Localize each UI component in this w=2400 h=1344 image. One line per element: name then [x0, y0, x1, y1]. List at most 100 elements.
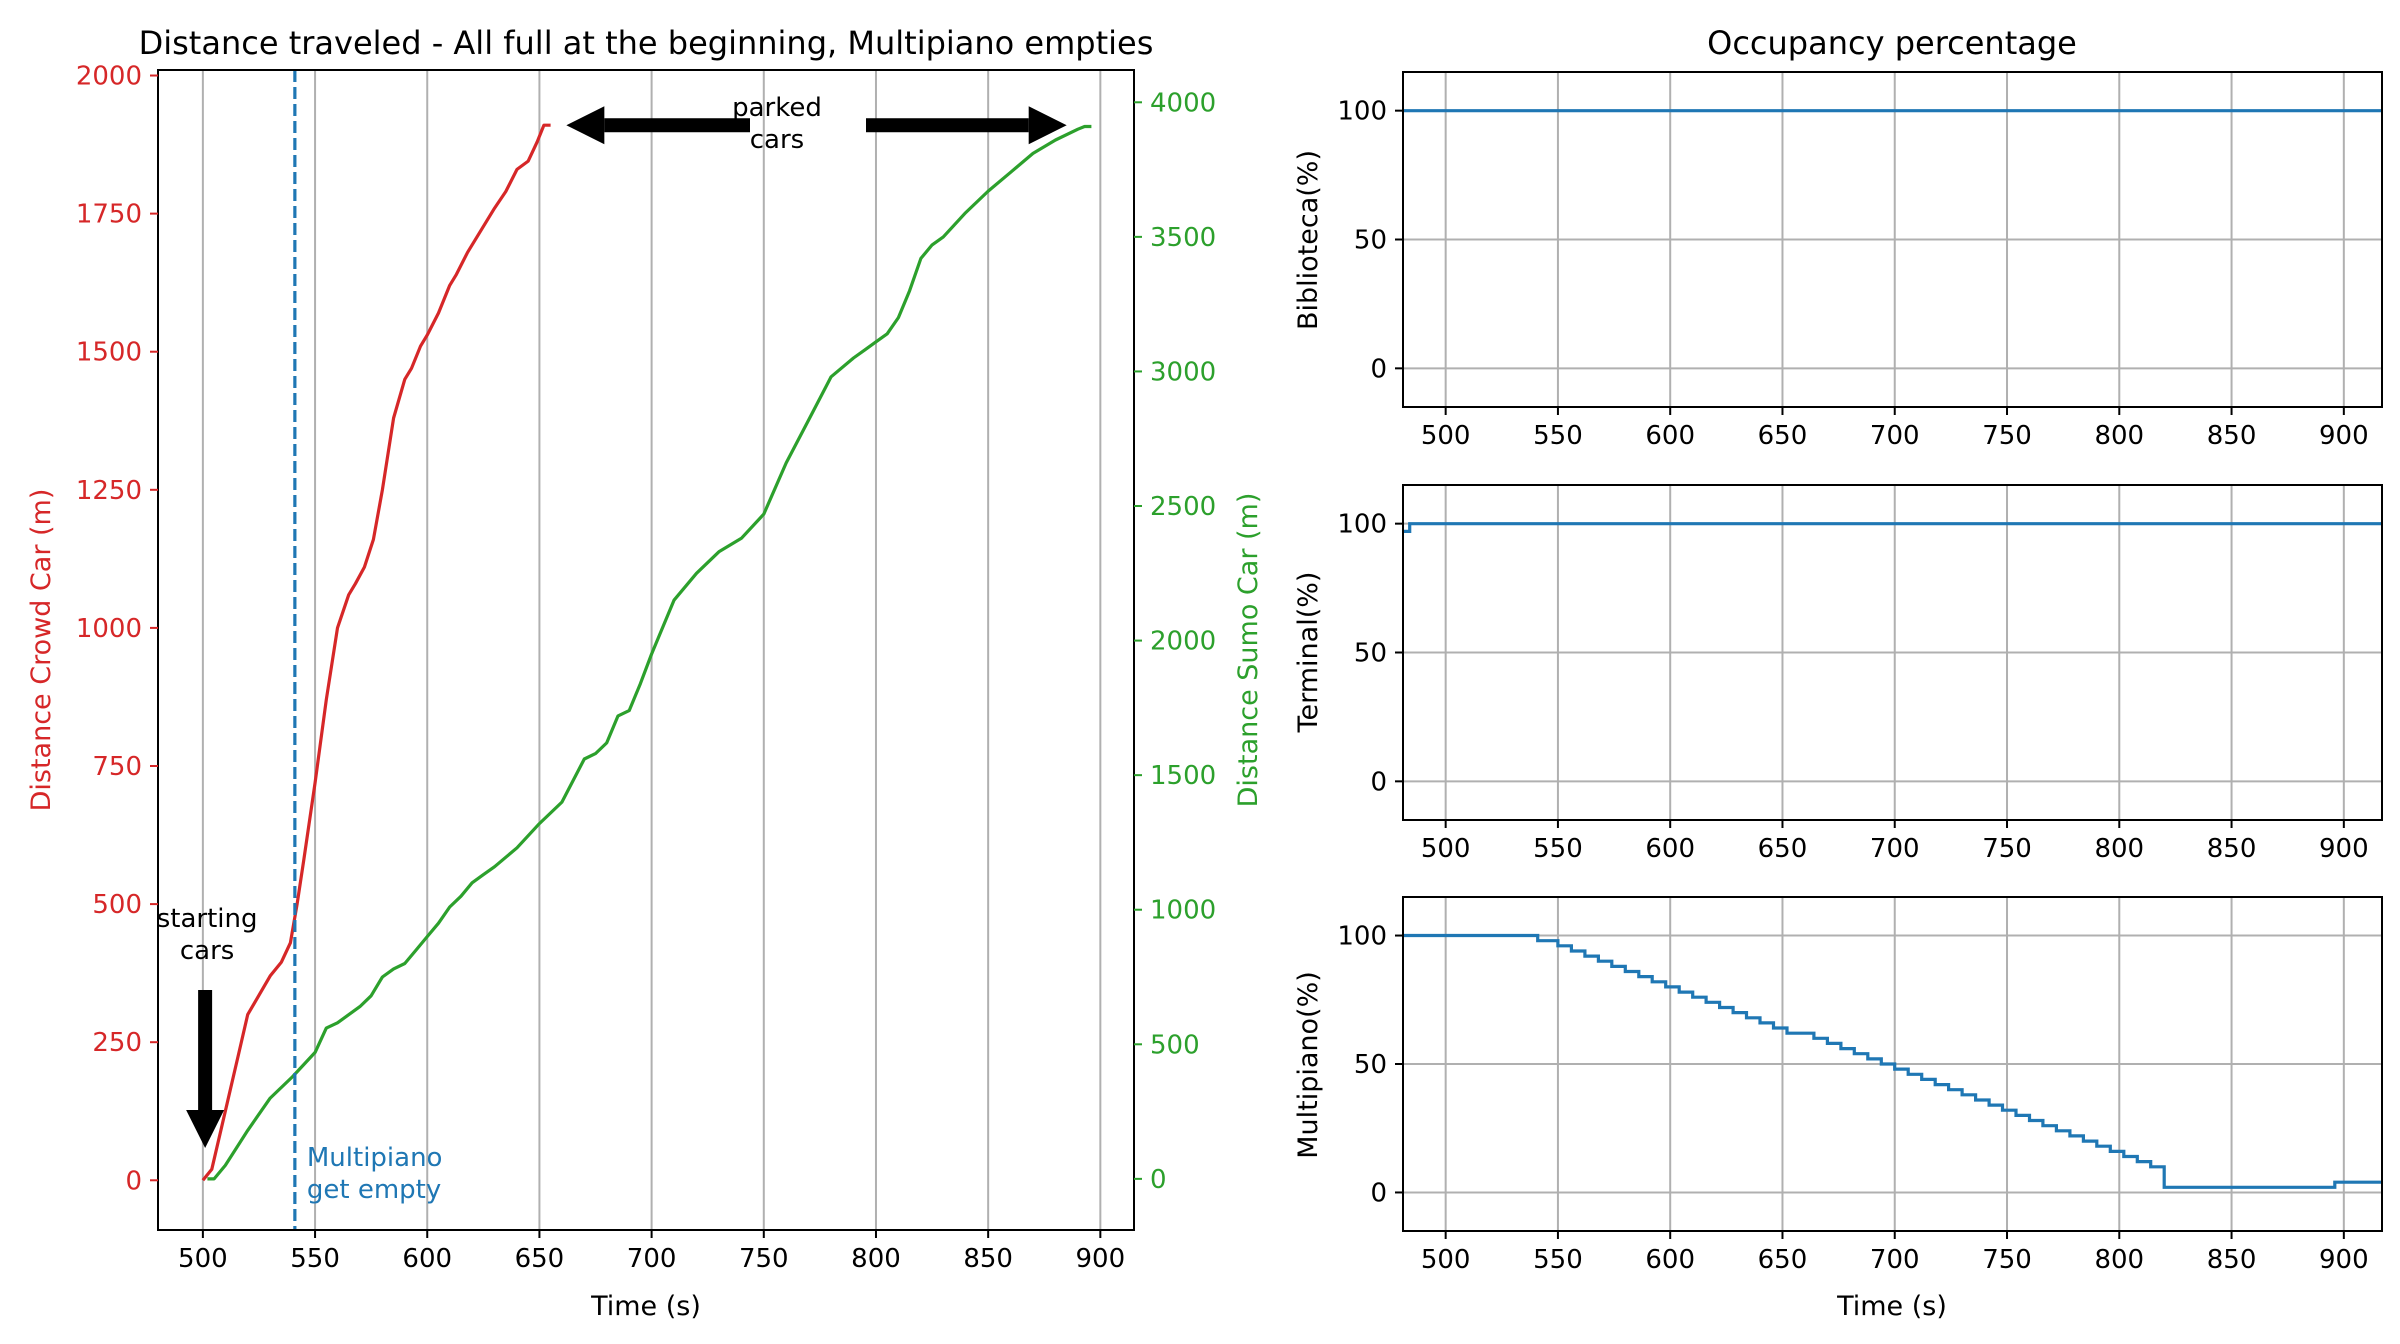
terminal-chart-y-axis: 0 50 100: [1337, 510, 1403, 797]
parked-cars-arrow-left-head: [566, 106, 605, 145]
terminal-chart-y-label: Terminal(%): [1293, 572, 1324, 734]
distance-chart-x-axis: 500 550 600 650 700 750 800 850 900: [178, 1230, 1125, 1274]
x-tick-label: 800: [2094, 421, 2144, 451]
terminal-chart: 500 550 600 650 700 750 800 850 900 0 50 100 Termi…: [1293, 484, 2383, 864]
starting-cars-label-line: cars: [180, 936, 234, 966]
distance-chart-left-label: Distance Crowd Car (m): [26, 489, 57, 812]
crowd-car-line: [201, 123, 551, 1182]
parked-cars-label-line: parked: [732, 93, 822, 123]
x-tick-label: 900: [1076, 1244, 1126, 1274]
distance-chart-right-axis: 0 500 1000 1500 2000 2500 3000 3500 4000: [1134, 88, 1216, 1195]
multipiano-chart-series: [1403, 933, 2382, 1189]
multipiano-chart-x-axis: 500 550 600 650 700 750 800 850 900: [1421, 1231, 2369, 1275]
x-tick-label: 700: [1870, 834, 1920, 864]
x-tick-label: 800: [851, 1244, 901, 1274]
right-y-tick-label: 2000: [1150, 627, 1216, 657]
x-tick-label: 600: [1645, 1245, 1695, 1275]
distance-chart-right-label: Distance Sumo Car (m): [1233, 493, 1264, 808]
biblioteca-chart-grid: [1403, 72, 2382, 407]
x-tick-label: 750: [1982, 421, 2032, 451]
x-tick-label: 750: [739, 1244, 789, 1274]
x-tick-label: 500: [1421, 834, 1471, 864]
left-y-tick-label: 0: [125, 1166, 142, 1196]
x-tick-label: 500: [178, 1244, 228, 1274]
right-y-tick-label: 0: [1150, 1165, 1167, 1195]
left-y-tick-label: 1500: [76, 338, 142, 368]
x-tick-label: 900: [2319, 1245, 2369, 1275]
x-tick-label: 600: [402, 1244, 452, 1274]
starting-cars-label-line: starting: [157, 904, 258, 934]
parked-cars-arrow-right-head: [1028, 106, 1067, 145]
distance-chart-series: [201, 123, 1092, 1182]
y-tick-label: 100: [1337, 97, 1387, 127]
left-y-tick-label: 500: [92, 890, 142, 920]
x-tick-label: 850: [2207, 421, 2257, 451]
left-y-tick-label: 1000: [76, 614, 142, 644]
x-tick-label: 650: [1758, 1245, 1808, 1275]
y-tick-label: 50: [1354, 1050, 1387, 1080]
biblioteca-chart-y-axis: 0 50 100: [1337, 97, 1403, 384]
multipiano-chart-x-label: Time (s): [1836, 1291, 1947, 1322]
y-tick-label: 50: [1354, 639, 1387, 669]
distance-chart-x-label: Time (s): [590, 1291, 701, 1322]
biblioteca-chart-y-label: Biblioteca(%): [1293, 150, 1324, 330]
terminal-chart-series: [1403, 522, 2382, 534]
x-tick-label: 850: [2207, 834, 2257, 864]
occupancy-line: [1403, 933, 2382, 1189]
biblioteca-chart: 500 550 600 650 700 750 800 850 900 0 50 100 Bibli…: [1293, 71, 2383, 451]
parked-cars-label: parked cars: [732, 93, 822, 155]
x-tick-label: 500: [1421, 1245, 1471, 1275]
x-tick-label: 700: [1870, 1245, 1920, 1275]
distance-chart: Distance traveled - All full at the begi…: [26, 24, 1264, 1322]
multipiano-chart-y-label: Multipiano(%): [1293, 971, 1324, 1159]
terminal-chart-x-axis: 500 550 600 650 700 750 800 850 900: [1421, 820, 2369, 864]
left-y-tick-label: 1750: [76, 200, 142, 230]
distance-chart-left-axis: 0 250 500 750 1000 1250 1500 1750 2000: [76, 62, 158, 1196]
y-tick-label: 0: [1370, 354, 1387, 384]
y-tick-label: 100: [1337, 510, 1387, 540]
x-tick-label: 700: [1870, 421, 1920, 451]
starting-cars-label: starting cars: [157, 904, 258, 966]
multipiano-chart-y-axis: 0 50 100: [1337, 922, 1403, 1208]
right-y-tick-label: 500: [1150, 1030, 1200, 1060]
left-y-tick-label: 250: [92, 1028, 142, 1058]
x-tick-label: 550: [1533, 834, 1583, 864]
y-tick-label: 0: [1370, 767, 1387, 797]
x-tick-label: 800: [2094, 834, 2144, 864]
distance-chart-frame: [157, 69, 1135, 1231]
left-y-tick-label: 1250: [76, 476, 142, 506]
x-tick-label: 550: [290, 1244, 340, 1274]
x-tick-label: 750: [1982, 834, 2032, 864]
occupancy-line: [1403, 522, 2382, 534]
right-y-tick-label: 2500: [1150, 492, 1216, 522]
right-y-tick-label: 1500: [1150, 761, 1216, 791]
x-tick-label: 850: [963, 1244, 1013, 1274]
biblioteca-chart-x-axis: 500 550 600 650 700 750 800 850 900: [1421, 407, 2369, 451]
x-tick-label: 650: [1758, 421, 1808, 451]
right-y-tick-label: 3000: [1150, 357, 1216, 387]
parked-cars-label-line: cars: [750, 125, 804, 155]
x-tick-label: 700: [627, 1244, 677, 1274]
right-y-tick-label: 3500: [1150, 223, 1216, 253]
sumo-car-line: [207, 124, 1092, 1181]
x-tick-label: 850: [2207, 1245, 2257, 1275]
parked-cars-arrow-left-shaft: [604, 118, 750, 133]
right-y-tick-label: 4000: [1150, 88, 1216, 118]
starting-cars-arrow-head: [186, 1110, 225, 1148]
x-tick-label: 750: [1982, 1245, 2032, 1275]
multipiano-chart: 500 550 600 650 700 750 800 850 900 0 50 100 Multi…: [1293, 896, 2383, 1322]
x-tick-label: 900: [2319, 421, 2369, 451]
distance-chart-title: Distance traveled - All full at the begi…: [139, 24, 1154, 62]
y-tick-label: 50: [1354, 226, 1387, 256]
starting-cars-arrow-shaft: [198, 990, 213, 1110]
x-tick-label: 900: [2319, 834, 2369, 864]
x-tick-label: 650: [1758, 834, 1808, 864]
x-tick-label: 800: [2094, 1245, 2144, 1275]
x-tick-label: 600: [1645, 834, 1695, 864]
left-y-tick-label: 2000: [76, 62, 142, 92]
x-tick-label: 550: [1533, 421, 1583, 451]
multipiano-empty-label-line: Multipiano: [307, 1143, 443, 1173]
x-tick-label: 550: [1533, 1245, 1583, 1275]
